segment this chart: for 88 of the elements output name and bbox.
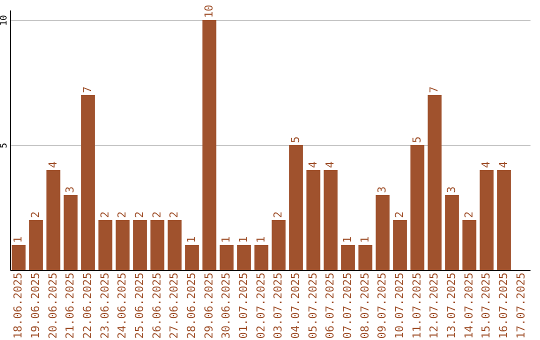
data-label: 5 bbox=[410, 136, 424, 143]
data-label: 7 bbox=[428, 86, 441, 93]
bar bbox=[358, 245, 372, 270]
x-tick-label: 03.07.2025 bbox=[272, 272, 285, 339]
x-tick-label: 10.07.2025 bbox=[393, 272, 406, 339]
x-tick-label: 11.07.2025 bbox=[410, 272, 424, 339]
x-tick-label: 26.06.2025 bbox=[150, 272, 164, 339]
data-label: 3 bbox=[64, 186, 77, 193]
x-tick-label: 18.06.2025 bbox=[12, 272, 25, 339]
bar bbox=[116, 220, 130, 270]
data-label: 1 bbox=[237, 236, 250, 243]
bar bbox=[220, 245, 234, 270]
x-tick-label: 04.07.2025 bbox=[289, 272, 302, 339]
bar bbox=[376, 195, 390, 270]
bar bbox=[133, 220, 147, 270]
x-tick-label: 14.07.2025 bbox=[462, 272, 476, 339]
data-label: 10 bbox=[202, 4, 216, 18]
x-tick-label: 07.07.2025 bbox=[341, 272, 354, 339]
data-label: 3 bbox=[376, 186, 389, 193]
data-label: 1 bbox=[358, 236, 372, 243]
x-tick-label: 12.07.2025 bbox=[428, 272, 441, 339]
data-label: 4 bbox=[480, 161, 493, 168]
data-label: 2 bbox=[29, 211, 42, 218]
bar bbox=[185, 245, 199, 270]
bar bbox=[81, 95, 95, 270]
x-tick-label: 21.06.2025 bbox=[64, 272, 77, 339]
x-tick-label: 28.06.2025 bbox=[185, 272, 198, 339]
data-label: 4 bbox=[497, 161, 510, 168]
bar bbox=[289, 145, 303, 270]
data-label: 2 bbox=[150, 211, 164, 218]
bar bbox=[445, 195, 459, 270]
bar bbox=[341, 245, 355, 270]
data-label: 5 bbox=[289, 136, 302, 143]
data-label: 3 bbox=[445, 186, 458, 193]
bar bbox=[272, 220, 286, 270]
data-label: 4 bbox=[46, 161, 60, 168]
bar bbox=[64, 195, 78, 270]
x-tick-label: 17.07.2025 bbox=[514, 272, 528, 339]
x-tick-label: 02.07.2025 bbox=[254, 272, 268, 339]
x-tick-label: 29.06.2025 bbox=[202, 272, 216, 339]
bar bbox=[462, 220, 476, 270]
data-label: 2 bbox=[116, 211, 129, 218]
data-label: 2 bbox=[462, 211, 476, 218]
bar bbox=[237, 245, 251, 270]
data-label: 4 bbox=[324, 161, 337, 168]
bar bbox=[410, 145, 424, 270]
x-tick-label: 27.06.2025 bbox=[168, 272, 181, 339]
bar bbox=[306, 170, 320, 270]
x-tick-label: 20.06.2025 bbox=[46, 272, 60, 339]
x-tick-label: 15.07.2025 bbox=[480, 272, 493, 339]
x-tick-label: 19.06.2025 bbox=[29, 272, 42, 339]
bar bbox=[29, 220, 43, 270]
x-tick-label: 16.07.2025 bbox=[497, 272, 510, 339]
x-tick-label: 06.07.2025 bbox=[324, 272, 337, 339]
bar bbox=[254, 245, 268, 270]
x-tick-label: 09.07.2025 bbox=[376, 272, 389, 339]
data-label: 2 bbox=[168, 211, 181, 218]
data-label: 1 bbox=[254, 236, 268, 243]
data-label: 1 bbox=[185, 236, 198, 243]
bar bbox=[393, 220, 407, 270]
bar bbox=[150, 220, 164, 270]
data-label: 2 bbox=[133, 211, 146, 218]
bar bbox=[324, 170, 338, 270]
data-label: 1 bbox=[220, 236, 233, 243]
data-label: 4 bbox=[306, 161, 320, 168]
x-tick-label: 30.06.2025 bbox=[220, 272, 233, 339]
x-tick-label: 25.06.2025 bbox=[133, 272, 146, 339]
x-tick-label: 23.06.2025 bbox=[98, 272, 112, 339]
bar bbox=[480, 170, 494, 270]
data-label: 1 bbox=[341, 236, 354, 243]
bar bbox=[98, 220, 112, 270]
data-label: 2 bbox=[98, 211, 112, 218]
data-label: 2 bbox=[393, 211, 406, 218]
data-label: 2 bbox=[272, 211, 285, 218]
data-label: 1 bbox=[12, 236, 25, 243]
x-tick-label: 24.06.2025 bbox=[116, 272, 129, 339]
bar bbox=[202, 20, 216, 270]
x-tick-label: 13.07.2025 bbox=[445, 272, 458, 339]
data-label: 7 bbox=[81, 86, 94, 93]
bar bbox=[12, 245, 26, 270]
bar bbox=[497, 170, 511, 270]
x-tick-label: 22.06.2025 bbox=[81, 272, 94, 339]
bar bbox=[168, 220, 182, 270]
x-tick-label: 05.07.2025 bbox=[306, 272, 320, 339]
x-tick-label: 01.07.2025 bbox=[237, 272, 250, 339]
bar bbox=[46, 170, 60, 270]
bar bbox=[428, 95, 442, 270]
x-tick-label: 08.07.2025 bbox=[358, 272, 372, 339]
